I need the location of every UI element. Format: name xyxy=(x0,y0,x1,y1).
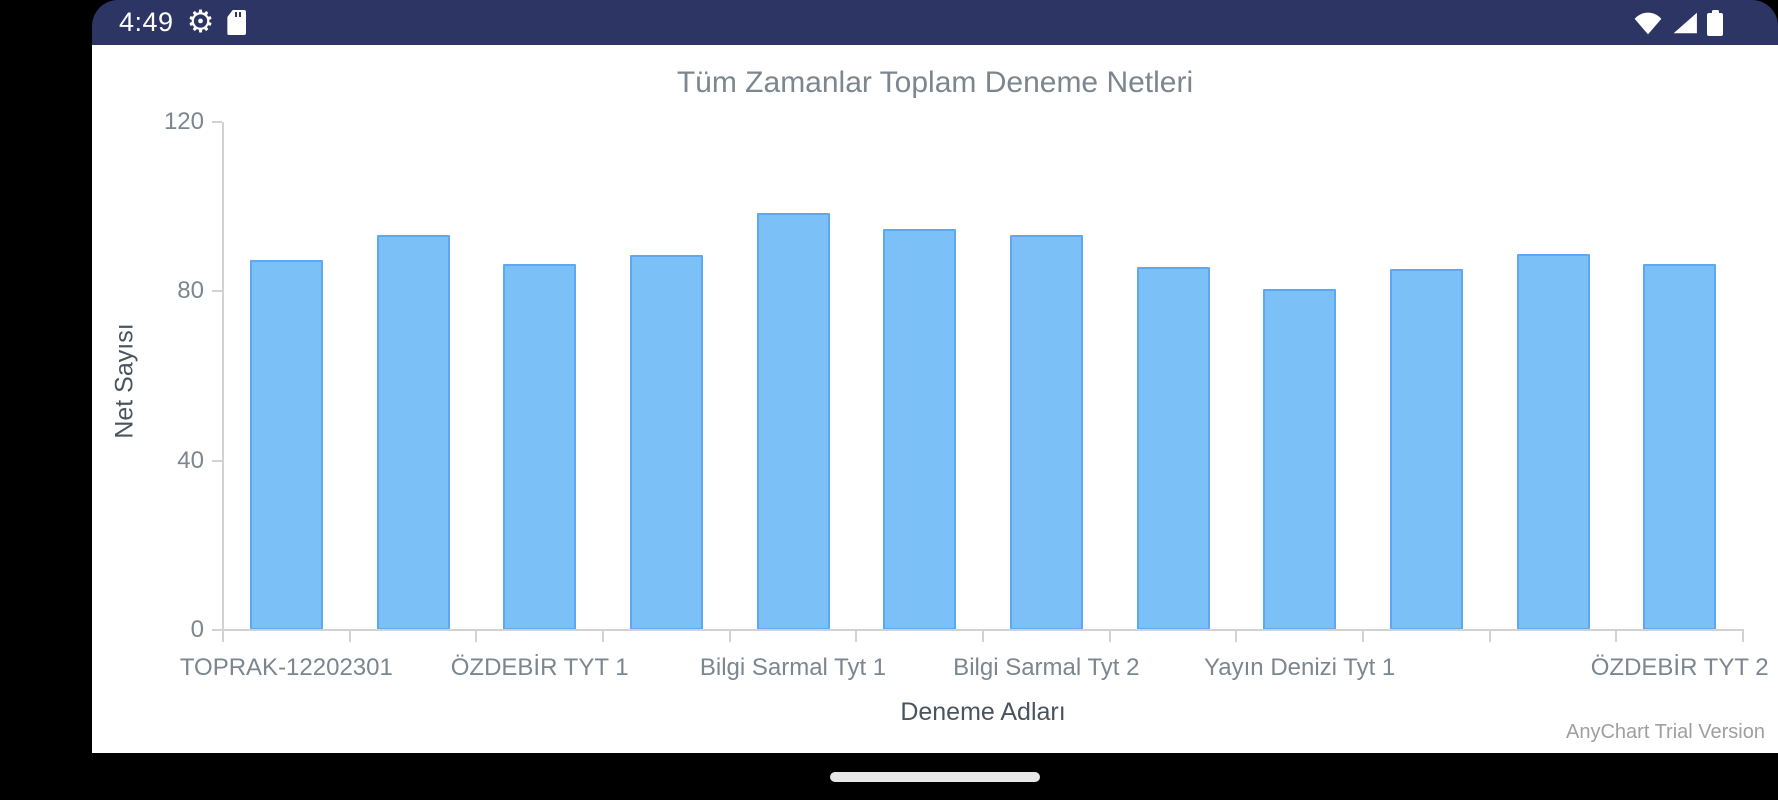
bar[interactable] xyxy=(1136,267,1210,630)
sd-card-icon xyxy=(227,10,247,35)
x-axis-tick xyxy=(1615,631,1618,642)
bar[interactable] xyxy=(756,213,830,630)
chart-title: Tüm Zamanlar Toplam Deneme Netleri xyxy=(676,66,1194,99)
plot-area: 0 40 80 120 TOPRAK-12202301 ÖZDEBİR TYT 1 Bilg… xyxy=(92,45,1778,753)
x-tick-label: Bilgi Sarmal Tyt 1 xyxy=(699,654,887,681)
y-axis-tick xyxy=(212,629,222,631)
bar[interactable] xyxy=(503,264,577,630)
x-axis-tick xyxy=(1362,631,1364,642)
x-axis-tick xyxy=(1742,631,1744,642)
x-tick-label: Bilgi Sarmal Tyt 2 xyxy=(953,654,1140,681)
trial-watermark: AnyChart Trial Version xyxy=(1566,721,1765,743)
status-bar-left: 4:49 ⚙ xyxy=(119,4,247,40)
x-axis-tick xyxy=(1108,631,1111,642)
bar[interactable] xyxy=(1643,264,1717,630)
status-time: 4:49 xyxy=(119,7,174,37)
x-axis-tick xyxy=(348,631,351,642)
cellular-signal-icon xyxy=(1673,12,1697,33)
x-tick-label: ÖZDEBİR TYT 1 xyxy=(450,654,629,681)
bar[interactable] xyxy=(249,260,323,630)
y-tick-label: 80 xyxy=(177,277,204,305)
y-axis-tick xyxy=(212,121,222,123)
y-axis-tick xyxy=(212,459,222,462)
chart-container: Tüm Zamanlar Toplam Deneme Netleri Net S… xyxy=(92,45,1778,753)
x-tick-label: TOPRAK-12202301 xyxy=(179,654,393,681)
x-axis-tick xyxy=(728,631,731,642)
x-axis-tick xyxy=(982,631,984,642)
bar[interactable] xyxy=(1389,269,1463,630)
x-axis-tick xyxy=(475,631,478,642)
status-bar-right xyxy=(1633,9,1723,36)
x-axis-line xyxy=(222,629,1744,631)
wifi-icon xyxy=(1634,12,1662,34)
x-axis-tick xyxy=(1235,631,1238,642)
bar[interactable] xyxy=(883,229,957,630)
x-axis-tick xyxy=(1488,631,1491,642)
y-axis-line xyxy=(222,122,224,632)
y-axis-tick xyxy=(212,290,222,293)
bar[interactable] xyxy=(629,255,703,630)
y-tick-label: 0 xyxy=(190,616,204,643)
x-axis-tick xyxy=(222,631,224,642)
x-axis-tick xyxy=(602,631,604,642)
battery-icon xyxy=(1707,9,1723,36)
x-tick-label: ÖZDEBİR TYT 2 xyxy=(1590,654,1769,681)
x-axis-tick xyxy=(855,631,858,642)
bar[interactable] xyxy=(1516,254,1590,630)
x-axis-title: Deneme Adları xyxy=(900,698,1066,726)
status-bar: 4:49 ⚙ xyxy=(92,0,1778,45)
y-tick-label: 40 xyxy=(177,446,204,474)
settings-gear-icon: ⚙ xyxy=(186,4,215,40)
x-tick-label: Yayın Denizi Tyt 1 xyxy=(1204,654,1396,681)
bar[interactable] xyxy=(1009,235,1083,630)
y-tick-label: 120 xyxy=(163,108,204,135)
home-indicator[interactable] xyxy=(830,772,1040,782)
navigation-bar xyxy=(92,753,1778,800)
bar[interactable] xyxy=(376,235,450,630)
bar[interactable] xyxy=(1263,289,1337,630)
app-screen: 4:49 ⚙ Tüm Zamanlar Toplam Deneme Netler… xyxy=(92,0,1778,800)
